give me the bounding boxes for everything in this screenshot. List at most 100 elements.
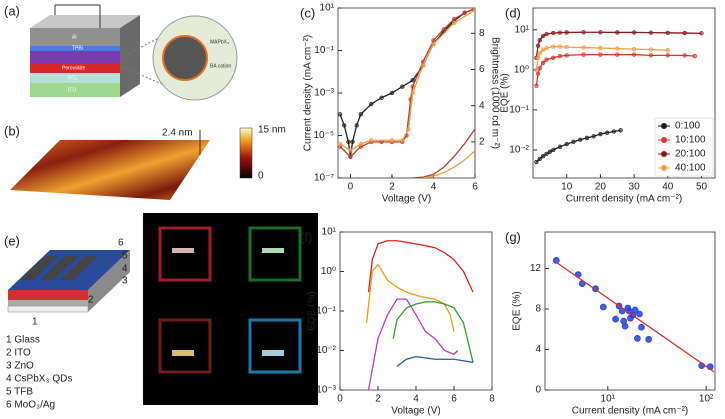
data-point (564, 141, 569, 147)
data-point (540, 47, 546, 52)
chart: (f) 0 2 4 6 8 10¹ 10⁰ 10⁻¹ 10⁻² 10⁻³ Voltage (V) EQE… (300, 227, 495, 417)
data-point (535, 55, 541, 60)
series-line (555, 261, 715, 373)
data-point (462, 10, 467, 15)
x-tick-label: 4 (431, 182, 437, 193)
panel-e: (e) 6 5 4 3 2 1 1 Glass 2 ITO 3 ZnO 4 Cs… (4, 213, 318, 411)
y-axis-label: EQE (%) (500, 73, 511, 112)
data-point (348, 148, 353, 153)
data-point (431, 41, 436, 47)
data-point (547, 149, 553, 154)
x-axis-label: Voltage (V) (391, 406, 440, 417)
x-tick-label: 4 (413, 394, 419, 405)
y-tick-label: 0 (535, 385, 541, 396)
led-photos (143, 213, 318, 405)
data-point (540, 60, 546, 65)
data-point (535, 43, 541, 48)
panel-label: (g) (505, 229, 521, 244)
legend-label: 20:100 (675, 149, 706, 160)
series-line (365, 263, 455, 332)
data-point (535, 71, 541, 76)
data-point (598, 52, 603, 57)
panel-b: (b) 2.4 nm 15 nm 0 (4, 123, 286, 200)
data-point (564, 30, 569, 35)
series-line (535, 31, 702, 58)
data-point (648, 53, 654, 58)
layer-number: 6 (118, 238, 124, 249)
y-tick-label: 4 (535, 344, 541, 355)
x-tick-label: 10² (699, 394, 714, 405)
panel-label: (a) (4, 3, 20, 18)
data-point (537, 66, 542, 71)
panel-label: (f) (300, 229, 312, 244)
data-point (564, 53, 569, 58)
legend-marker (661, 123, 667, 129)
legend-label: 10:100 (675, 135, 706, 146)
y-tick-label: 10⁻² (316, 345, 336, 356)
data-point (581, 45, 586, 50)
data-point (406, 126, 411, 132)
data-point (410, 78, 415, 83)
y2-axis-label: Brightness (1000 cd m⁻²) (489, 37, 500, 149)
data-point (441, 27, 447, 32)
plot-frame (337, 7, 476, 179)
panel-label: (e) (4, 233, 20, 248)
y-tick-label: 10⁻¹ (509, 105, 529, 116)
data-point (564, 44, 569, 50)
panel-label: (d) (505, 5, 521, 20)
data-point (557, 30, 563, 35)
layer-legend: 6 MoO₃/Ag (6, 400, 55, 411)
y2-tick-label: 4 (479, 100, 485, 111)
layer-label: ITO (68, 87, 76, 93)
x-axis-label: Current density (mA cm⁻²) (566, 194, 682, 205)
x-tick-label: 50 (696, 182, 708, 193)
data-point (537, 38, 542, 43)
legend-marker (661, 165, 667, 171)
colorbar-label: 0 (258, 171, 264, 182)
y-tick-label: 10⁰ (514, 65, 529, 76)
x-tick-label: 0 (348, 182, 354, 193)
data-point (631, 30, 637, 35)
data-point (599, 303, 607, 311)
data-point (682, 30, 687, 36)
series-line (367, 240, 474, 293)
y-axis-label: Current density (mA cm⁻²) (303, 35, 314, 151)
height-label: 2.4 nm (162, 128, 193, 139)
data-point (557, 53, 563, 59)
x-tick-label: 8 (489, 394, 495, 405)
data-point (665, 53, 670, 58)
y-tick-label: 12 (530, 263, 542, 274)
x-axis-label: Voltage (V) (382, 194, 431, 205)
chart: (g) 10¹ 10² 0 4 8 12 Current density (mA cm⁻²) E… (505, 229, 716, 417)
y2-tick-label: 8 (479, 28, 485, 39)
data-point (537, 51, 542, 56)
data-point (544, 151, 549, 157)
data-point (648, 47, 654, 52)
data-point (400, 84, 405, 89)
data-point (581, 30, 586, 35)
series-line (396, 355, 474, 367)
data-point (682, 53, 687, 58)
data-point (591, 134, 596, 139)
y2-tick-label: 2 (479, 136, 485, 147)
layer-label: TPBi (72, 45, 83, 51)
data-point (420, 63, 426, 68)
layer-legend: 4 CsPbX₃ QDs (6, 374, 72, 385)
data-point (540, 33, 546, 39)
series-line (535, 53, 695, 86)
data-point (584, 135, 590, 141)
series-line (412, 128, 475, 178)
y-tick-label: 10⁻⁷ (314, 173, 334, 184)
layer-number: 1 (32, 317, 38, 328)
legend-label: 40:100 (675, 163, 706, 174)
data-point (342, 123, 347, 128)
data-point (612, 315, 619, 323)
data-point (631, 46, 637, 52)
x-tick-label: 10¹ (601, 394, 616, 405)
data-point (631, 52, 637, 57)
x-tick-label: 6 (472, 182, 478, 193)
data-point (369, 101, 374, 107)
data-point (534, 159, 539, 165)
data-point (578, 137, 583, 142)
